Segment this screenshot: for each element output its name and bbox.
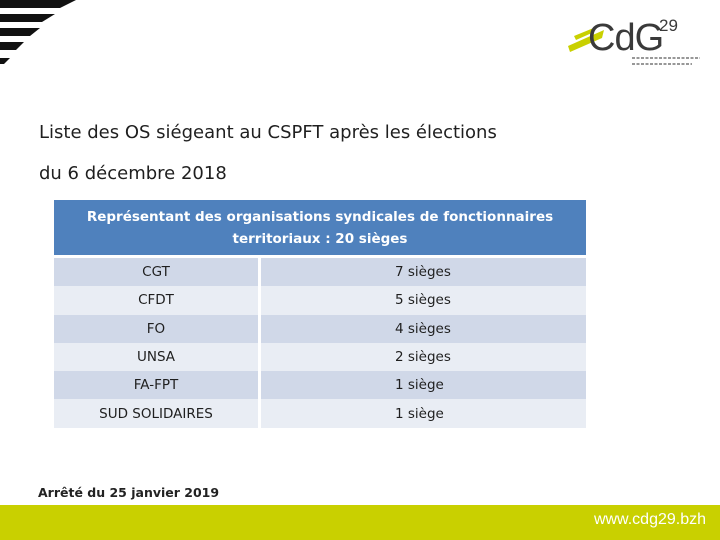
page-title-line2: du 6 décembre 2018 — [39, 163, 227, 184]
logo-swoosh-icon — [568, 27, 604, 52]
table-row: CFDT 5 sièges — [54, 286, 586, 315]
page-title-line1: Liste des OS siégeant au CSPFT après les… — [39, 122, 497, 143]
logo-number: 29 — [659, 16, 678, 35]
seat-count: 7 sièges — [395, 264, 451, 281]
table-row: FA-FPT 1 siège — [54, 371, 586, 400]
logo-tagline-icon — [632, 57, 700, 65]
union-name: SUD SOLIDAIRES — [54, 399, 261, 428]
table-header-line2: territoriaux : 20 sièges — [232, 230, 408, 247]
logo-text: CdG — [588, 17, 664, 59]
footer-bar: www.cdg29.bzh — [0, 505, 720, 540]
seat-count: 5 sièges — [395, 292, 451, 309]
union-name: CGT — [54, 258, 261, 287]
table-row: CGT 7 sièges — [54, 258, 586, 287]
union-seats-table: Représentant des organisations syndicale… — [54, 200, 586, 428]
table-header: Représentant des organisations syndicale… — [54, 200, 586, 258]
union-name: FO — [54, 314, 261, 343]
union-name: CFDT — [54, 286, 261, 315]
table-row: UNSA 2 sièges — [54, 342, 586, 372]
seat-count: 4 sièges — [395, 320, 451, 337]
decorative-stripes — [0, 0, 76, 64]
table-header-line1: Représentant des organisations syndicale… — [86, 208, 554, 225]
cdg29-logo: CdG 29 — [566, 14, 701, 74]
union-name: UNSA — [54, 342, 261, 372]
seat-count: 1 siège — [395, 405, 444, 422]
table-row: FO 4 sièges — [54, 314, 586, 343]
table-row: SUD SOLIDAIRES 1 siège — [54, 399, 586, 428]
seat-count: 2 sièges — [395, 349, 451, 366]
decree-footnote: Arrêté du 25 janvier 2019 — [38, 485, 220, 500]
seat-count: 1 siège — [395, 377, 444, 394]
website-link[interactable]: www.cdg29.bzh — [593, 511, 706, 528]
union-name: FA-FPT — [54, 371, 261, 400]
